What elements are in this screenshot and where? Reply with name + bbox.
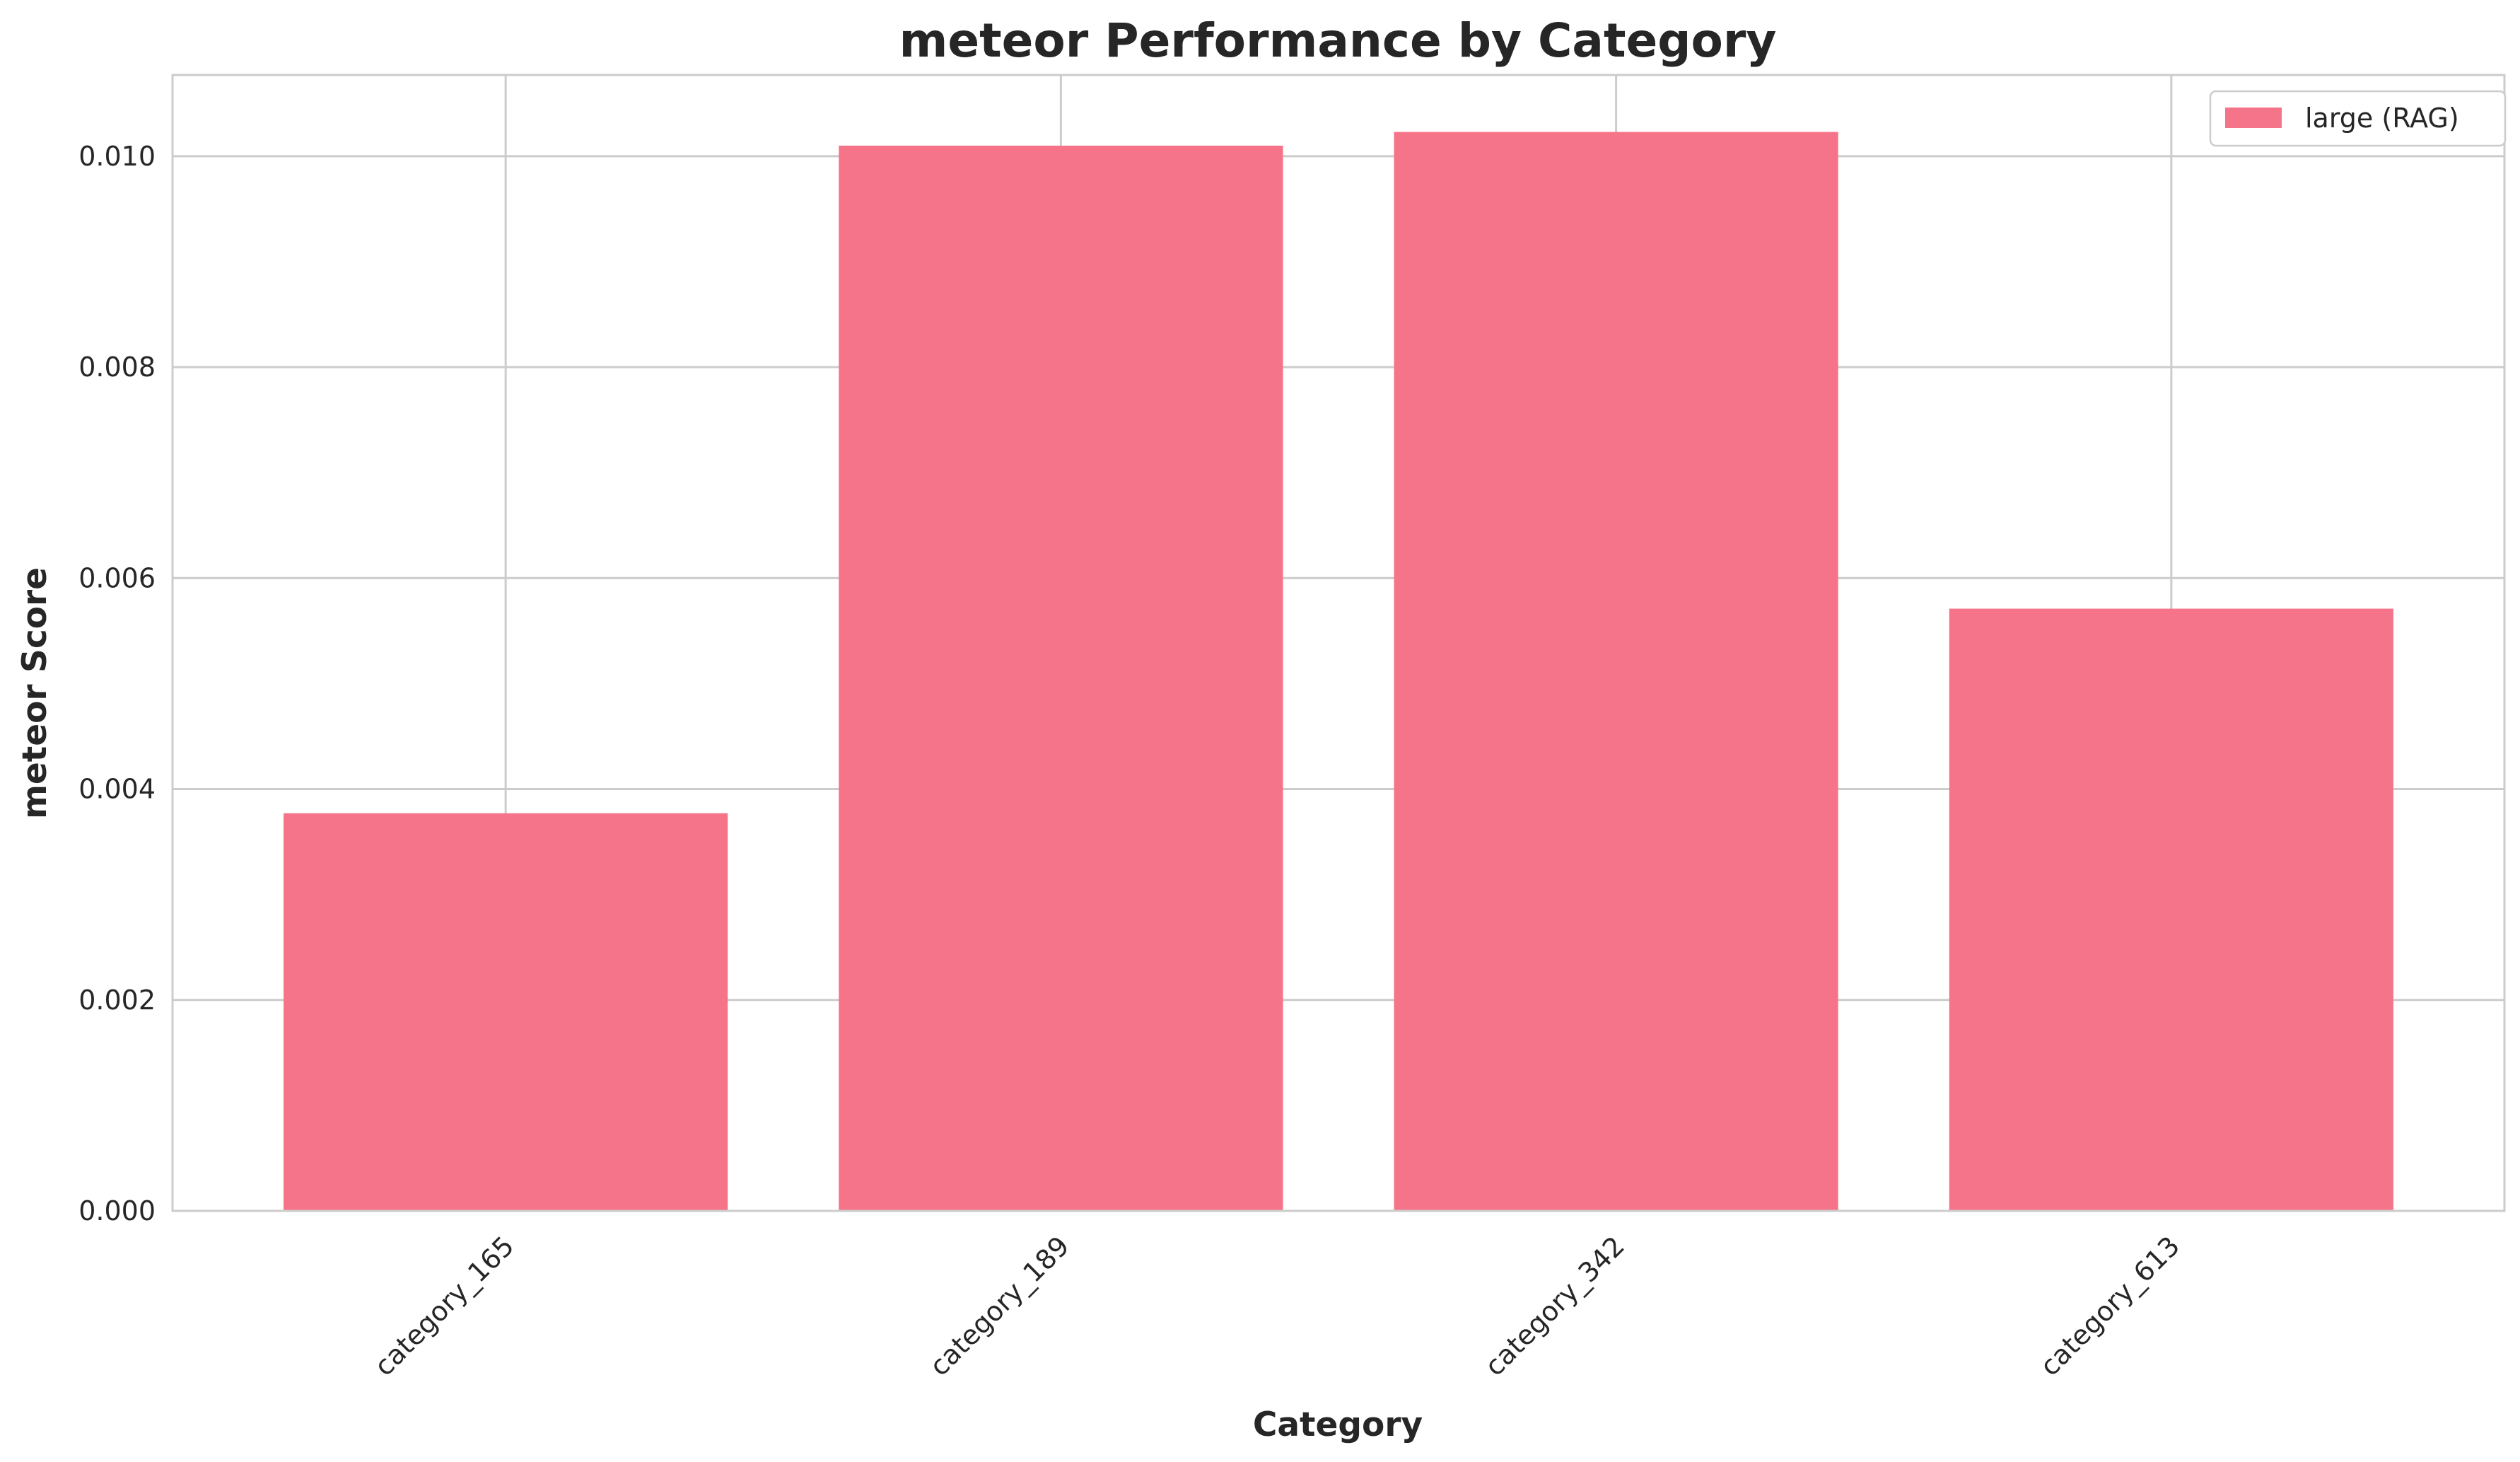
bar-category-165 xyxy=(284,813,728,1211)
bar-category-613 xyxy=(1949,608,2393,1211)
bars xyxy=(284,132,2393,1211)
axes-frame xyxy=(171,74,2506,1212)
x-axis-label: Category xyxy=(1253,1405,1423,1444)
legend: large (RAG) xyxy=(2209,90,2507,147)
y-tick-label: 0.004 xyxy=(78,774,156,805)
y-tick-label: 0.008 xyxy=(78,352,156,383)
legend-swatch xyxy=(2225,108,2282,128)
chart-title: meteor Performance by Category xyxy=(899,13,1777,68)
y-axis-ticks: 0.000 0.002 0.004 0.006 0.008 0.010 xyxy=(78,141,156,1226)
y-axis-label: meteor Score xyxy=(16,567,54,819)
legend-label: large (RAG) xyxy=(2305,103,2459,134)
bar-category-189 xyxy=(839,145,1283,1211)
bar-category-342 xyxy=(1394,132,1838,1211)
y-tick-label: 0.000 xyxy=(78,1195,156,1226)
y-tick-label: 0.002 xyxy=(78,985,156,1016)
y-tick-label: 0.006 xyxy=(78,562,156,593)
y-tick-label: 0.010 xyxy=(78,141,156,172)
legend-frame xyxy=(2209,90,2507,147)
